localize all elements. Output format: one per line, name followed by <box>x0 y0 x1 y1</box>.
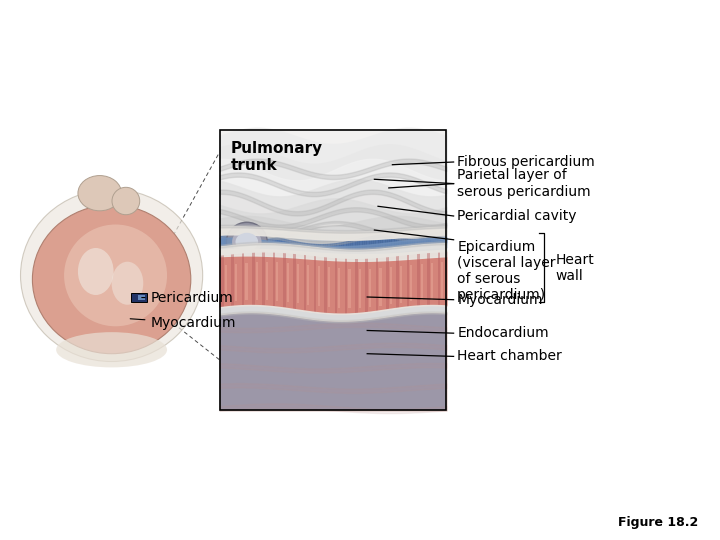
Bar <box>235 264 237 301</box>
Text: Parietal layer of
serous pericardium: Parietal layer of serous pericardium <box>457 168 591 199</box>
Bar <box>242 252 244 305</box>
Bar <box>297 264 299 303</box>
Bar <box>293 253 296 309</box>
Bar <box>256 262 258 300</box>
Ellipse shape <box>56 332 167 367</box>
Bar <box>304 254 306 310</box>
Ellipse shape <box>78 248 114 295</box>
Ellipse shape <box>78 176 122 211</box>
Bar <box>338 268 341 308</box>
Bar <box>366 258 368 312</box>
Bar <box>283 252 286 307</box>
Bar <box>287 263 289 302</box>
Ellipse shape <box>64 225 167 326</box>
Bar <box>431 262 433 300</box>
Bar <box>328 267 330 307</box>
Bar <box>379 268 382 306</box>
Bar <box>376 257 378 311</box>
Bar <box>138 295 145 300</box>
Bar <box>410 265 413 301</box>
Bar <box>273 252 275 306</box>
Text: Epicardium
(visceral layer
of serous
pericardium): Epicardium (visceral layer of serous per… <box>457 240 556 302</box>
Bar <box>400 266 402 303</box>
Text: Heart chamber: Heart chamber <box>457 349 562 363</box>
Bar <box>276 262 279 301</box>
Bar <box>314 255 317 312</box>
Bar <box>390 267 392 305</box>
Text: Myocardium: Myocardium <box>130 316 236 330</box>
Bar <box>348 269 351 308</box>
Bar <box>335 257 337 313</box>
Text: Endocardium: Endocardium <box>457 326 549 340</box>
Text: Pericardial cavity: Pericardial cavity <box>457 209 577 223</box>
Bar <box>262 251 265 305</box>
Bar <box>359 269 361 308</box>
Bar <box>355 258 358 313</box>
Text: Heart
wall: Heart wall <box>556 253 595 283</box>
Bar <box>369 268 372 307</box>
Text: Pulmonary
trunk: Pulmonary trunk <box>230 141 323 173</box>
Bar <box>345 258 347 314</box>
Ellipse shape <box>235 233 258 251</box>
Bar <box>438 252 440 305</box>
Bar <box>417 253 420 306</box>
Bar <box>441 262 444 300</box>
Text: Fibrous pericardium: Fibrous pericardium <box>457 155 595 169</box>
Text: Pericardium: Pericardium <box>142 291 233 305</box>
Bar <box>220 130 446 410</box>
Ellipse shape <box>20 189 203 362</box>
Bar <box>428 252 430 305</box>
Ellipse shape <box>112 262 143 305</box>
Bar <box>397 255 399 308</box>
Ellipse shape <box>226 222 267 261</box>
Bar <box>131 293 147 302</box>
Bar <box>307 265 310 305</box>
Text: Myocardium: Myocardium <box>457 293 543 307</box>
Bar <box>231 253 234 306</box>
Ellipse shape <box>232 228 261 255</box>
Bar <box>221 254 224 307</box>
Text: Figure 18.2: Figure 18.2 <box>618 516 698 529</box>
Bar <box>324 256 327 313</box>
Ellipse shape <box>32 205 191 354</box>
Bar <box>252 252 255 305</box>
Bar <box>407 254 409 307</box>
Bar <box>318 266 320 306</box>
Bar <box>386 256 389 309</box>
Bar <box>225 265 227 302</box>
Bar <box>420 264 423 300</box>
Bar <box>220 130 446 410</box>
Ellipse shape <box>112 187 140 215</box>
Bar <box>246 263 248 300</box>
Bar <box>266 262 268 300</box>
